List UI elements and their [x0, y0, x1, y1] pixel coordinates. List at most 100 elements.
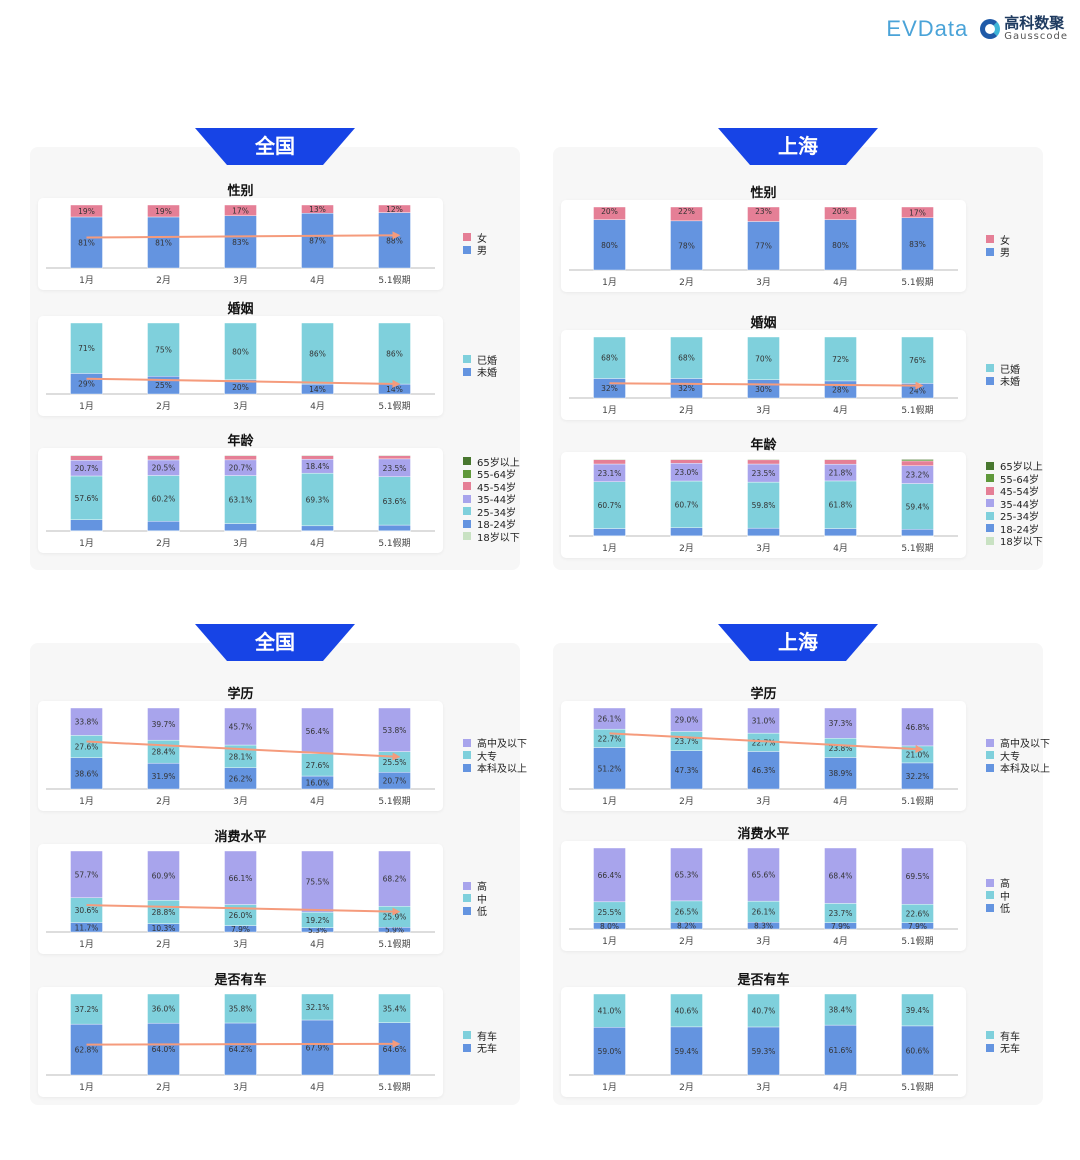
x-tick-label: 3月: [233, 796, 248, 807]
legend: 有车 无车: [463, 1029, 497, 1055]
legend-label: 18-24岁: [477, 520, 517, 532]
bar-segment: [824, 707, 857, 739]
legend-item: 18岁以下: [986, 535, 1043, 548]
chart-box: 38.6% 27.6% 33.8% 1月 31.9% 28.4% 39.7% 2月 26.2% 2…: [38, 701, 443, 811]
legend-swatch: [463, 906, 471, 915]
data-label: 80%: [601, 241, 618, 250]
data-label: 60.7%: [598, 501, 622, 510]
x-tick-label: 2月: [679, 405, 694, 416]
bar-segment: [901, 217, 934, 271]
chart-svg: 29% 71% 1月 25% 75% 2月 20% 80% 3月 14% 86% 4月 14% 86% 5.…: [46, 322, 435, 412]
data-label: 77%: [755, 242, 772, 251]
bar-segment: [224, 475, 257, 524]
data-label: 5.9%: [385, 926, 404, 935]
data-label: 25.5%: [598, 908, 622, 917]
data-label: 87%: [309, 237, 326, 246]
data-label: 83%: [909, 240, 926, 249]
legend-item: 18岁以下: [463, 530, 520, 544]
data-label: 37.3%: [829, 719, 853, 728]
legend-swatch: [463, 469, 471, 478]
banner-shanghai-top: 上海: [718, 128, 878, 165]
legend: 已婚 未婚: [986, 362, 1020, 388]
data-label: 22.7%: [752, 738, 776, 747]
bar-segment: [70, 519, 103, 531]
data-label: 8.0%: [600, 922, 619, 931]
bar-segment: [901, 529, 934, 537]
bar-segment: [747, 751, 780, 790]
data-label: 39.7%: [152, 720, 176, 729]
legend-item: 45-54岁: [986, 485, 1043, 498]
chart-0: 性别 81% 19% 1月 81% 19% 2月 83% 17% 3月 87% 13% 4月 88% 12%…: [38, 180, 528, 290]
data-label: 25.9%: [383, 913, 407, 922]
bar-segment: [747, 1026, 780, 1076]
legend-label: 65岁以上: [1000, 462, 1043, 474]
bar-segment: [378, 454, 411, 456]
legend-label: 25-34岁: [1000, 512, 1040, 524]
bar-segment: [901, 762, 934, 790]
x-tick-label: 1月: [602, 405, 617, 416]
chart-svg: 80% 20% 1月 78% 22% 2月 77% 23% 3月 80% 20% 4月 83% 17% 5.…: [569, 206, 958, 288]
data-label: 76%: [909, 356, 926, 365]
x-tick-label: 5.1假期: [378, 939, 410, 950]
legend-label: 35-44岁: [1000, 499, 1040, 511]
data-label: 68.4%: [829, 872, 853, 881]
data-label: 20.5%: [152, 464, 176, 473]
data-label: 60.2%: [152, 494, 176, 503]
legend-swatch: [986, 461, 994, 470]
legend-item: 25-34岁: [986, 510, 1043, 523]
bar-segment: [901, 993, 934, 1027]
trend-arrow-head: [392, 752, 401, 761]
legend-item: 中: [463, 892, 487, 906]
data-label: 7.9%: [831, 922, 850, 931]
x-tick-label: 4月: [310, 939, 325, 950]
trend-arrow-line: [609, 732, 918, 751]
data-label: 19.2%: [306, 916, 330, 925]
x-tick-label: 4月: [833, 796, 848, 807]
data-label: 17%: [909, 208, 926, 217]
x-tick-label: 3月: [756, 796, 771, 807]
data-label: 53.8%: [383, 726, 407, 735]
chart-5: 年龄 60.7% 23.1% 1月 60.7% 23.0% 2月 59.8% 23.5% 3月 61…: [561, 434, 1051, 558]
data-label: 8.3%: [754, 922, 773, 931]
x-tick-label: 1月: [79, 939, 94, 950]
legend-item: 女: [986, 233, 1010, 247]
bar-segment: [901, 847, 934, 905]
data-label: 27.6%: [75, 743, 99, 752]
legend-label: 男: [1000, 248, 1010, 260]
bar-segment: [378, 1022, 411, 1076]
data-label: 26.1%: [598, 715, 622, 724]
legend-item: 有车: [463, 1029, 497, 1043]
data-label: 30.6%: [75, 906, 99, 915]
x-tick-label: 5.1假期: [378, 401, 410, 412]
data-label: 75.5%: [306, 878, 330, 887]
legend-label: 高中及以下: [1000, 739, 1050, 751]
legend-swatch: [986, 499, 994, 508]
legend-swatch: [986, 376, 994, 385]
panel-shanghai-top: 性别 80% 20% 1月 78% 22% 2月 77% 23% 3月 80% 20% 4月 83% 17%…: [553, 147, 1043, 570]
chart-box: 11.7% 30.6% 57.7% 1月 10.3% 28.8% 60.9% 2月 7.9% 26…: [38, 844, 443, 954]
data-label: 26.1%: [752, 908, 776, 917]
legend-swatch: [986, 878, 994, 887]
data-label: 65.6%: [752, 871, 776, 880]
data-label: 14%: [309, 385, 326, 394]
data-label: 8.2%: [677, 922, 696, 931]
legend-item: 男: [986, 246, 1010, 259]
chart-box: 59.0% 41.0% 1月 59.4% 40.6% 2月 59.3% 40.7% 3月 61.6…: [561, 987, 966, 1097]
gausscode-mark-icon: [980, 19, 1001, 39]
x-tick-label: 3月: [233, 275, 248, 286]
x-tick-label: 4月: [310, 796, 325, 807]
bar-segment: [70, 216, 103, 269]
legend-item: 未婚: [986, 375, 1020, 388]
bar-segment: [747, 847, 780, 902]
bar-segment: [301, 525, 334, 531]
legend-label: 高: [477, 882, 487, 894]
data-label: 70%: [755, 354, 772, 363]
bar-segment: [378, 455, 411, 460]
legend-swatch: [463, 482, 471, 491]
data-label: 28%: [832, 385, 849, 394]
legend-item: 55-64岁: [463, 468, 520, 481]
x-tick-label: 1月: [602, 277, 617, 288]
data-label: 80%: [832, 241, 849, 250]
data-label: 28.8%: [152, 908, 176, 917]
legend-item: 高: [986, 877, 1010, 890]
